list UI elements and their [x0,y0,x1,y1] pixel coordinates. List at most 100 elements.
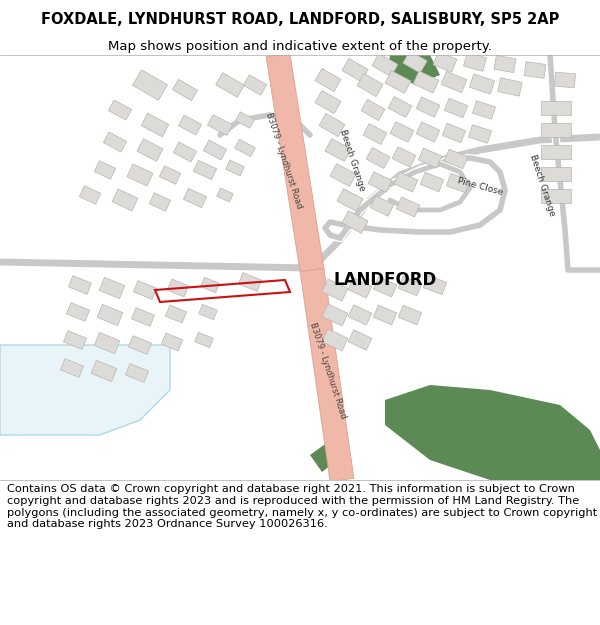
Polygon shape [172,79,197,101]
Polygon shape [370,196,394,216]
Polygon shape [446,174,470,192]
Polygon shape [226,160,244,176]
Polygon shape [319,114,345,136]
Polygon shape [441,71,467,92]
Polygon shape [385,71,411,93]
Polygon shape [91,361,117,382]
Polygon shape [137,139,163,161]
Polygon shape [373,305,397,325]
Polygon shape [372,54,398,76]
Polygon shape [541,145,571,159]
Polygon shape [266,53,324,272]
Polygon shape [385,385,600,480]
Polygon shape [238,272,262,291]
Polygon shape [403,51,427,73]
Polygon shape [64,331,86,349]
Polygon shape [300,268,354,482]
Polygon shape [325,139,351,161]
Polygon shape [342,211,368,233]
Polygon shape [420,173,444,192]
Polygon shape [541,167,571,181]
Polygon shape [235,139,255,157]
Polygon shape [361,99,385,121]
Polygon shape [141,113,169,137]
Text: B3079 - Lyndhurst Road: B3079 - Lyndhurst Road [264,111,304,209]
Polygon shape [184,188,206,208]
Polygon shape [94,332,120,354]
Polygon shape [133,281,157,299]
Text: FOXDALE, LYNDHURST ROAD, LANDFORD, SALISBURY, SP5 2AP: FOXDALE, LYNDHURST ROAD, LANDFORD, SALIS… [41,12,559,27]
Polygon shape [541,101,571,115]
Polygon shape [160,166,181,184]
Polygon shape [337,189,363,211]
Polygon shape [554,72,575,88]
Polygon shape [348,278,372,298]
Polygon shape [366,148,390,168]
Polygon shape [394,172,418,192]
Polygon shape [416,122,440,142]
Polygon shape [127,164,153,186]
Polygon shape [444,149,468,169]
Polygon shape [217,188,233,202]
Text: Beech Grange: Beech Grange [528,153,556,217]
Polygon shape [125,364,149,382]
Polygon shape [193,161,217,179]
Polygon shape [149,192,170,211]
Polygon shape [357,74,383,96]
Polygon shape [112,189,138,211]
Polygon shape [236,112,254,128]
Polygon shape [541,189,571,203]
Text: B3079 - Lyndhurst Road: B3079 - Lyndhurst Road [308,321,348,419]
Polygon shape [433,52,457,72]
Polygon shape [103,132,127,152]
Polygon shape [396,197,420,217]
Polygon shape [418,148,442,168]
Text: Contains OS data © Crown copyright and database right 2021. This information is : Contains OS data © Crown copyright and d… [7,484,598,529]
Polygon shape [363,124,387,144]
Polygon shape [444,98,468,118]
Polygon shape [398,305,422,325]
Polygon shape [79,186,101,204]
Polygon shape [167,279,188,297]
Polygon shape [0,345,170,435]
Polygon shape [469,74,494,94]
Polygon shape [97,304,123,326]
Polygon shape [398,276,422,296]
Polygon shape [173,142,197,162]
Polygon shape [203,140,227,160]
Polygon shape [472,101,496,119]
Text: Map shows position and indicative extent of the property.: Map shows position and indicative extent… [108,39,492,52]
Polygon shape [413,71,439,93]
Polygon shape [322,304,348,326]
Polygon shape [322,279,348,301]
Polygon shape [464,52,487,71]
Polygon shape [67,302,89,321]
Polygon shape [161,333,182,351]
Polygon shape [322,329,348,351]
Text: LANDFORD: LANDFORD [334,271,437,289]
Polygon shape [94,161,116,179]
Polygon shape [368,172,392,192]
Polygon shape [131,308,155,326]
Polygon shape [201,278,219,292]
Polygon shape [133,70,167,100]
Polygon shape [342,59,368,81]
Polygon shape [315,91,341,114]
Polygon shape [166,305,187,323]
Polygon shape [244,75,266,95]
Polygon shape [494,56,516,72]
Polygon shape [199,304,217,319]
Polygon shape [195,332,213,348]
Polygon shape [524,62,546,78]
Polygon shape [442,123,466,142]
Polygon shape [348,330,372,350]
Polygon shape [178,115,202,135]
Polygon shape [61,359,83,378]
Polygon shape [390,122,414,142]
Polygon shape [373,277,397,297]
Polygon shape [498,78,522,96]
Polygon shape [541,123,571,137]
Text: Beech Grange: Beech Grange [338,128,366,192]
Polygon shape [388,97,412,118]
Polygon shape [99,278,125,299]
